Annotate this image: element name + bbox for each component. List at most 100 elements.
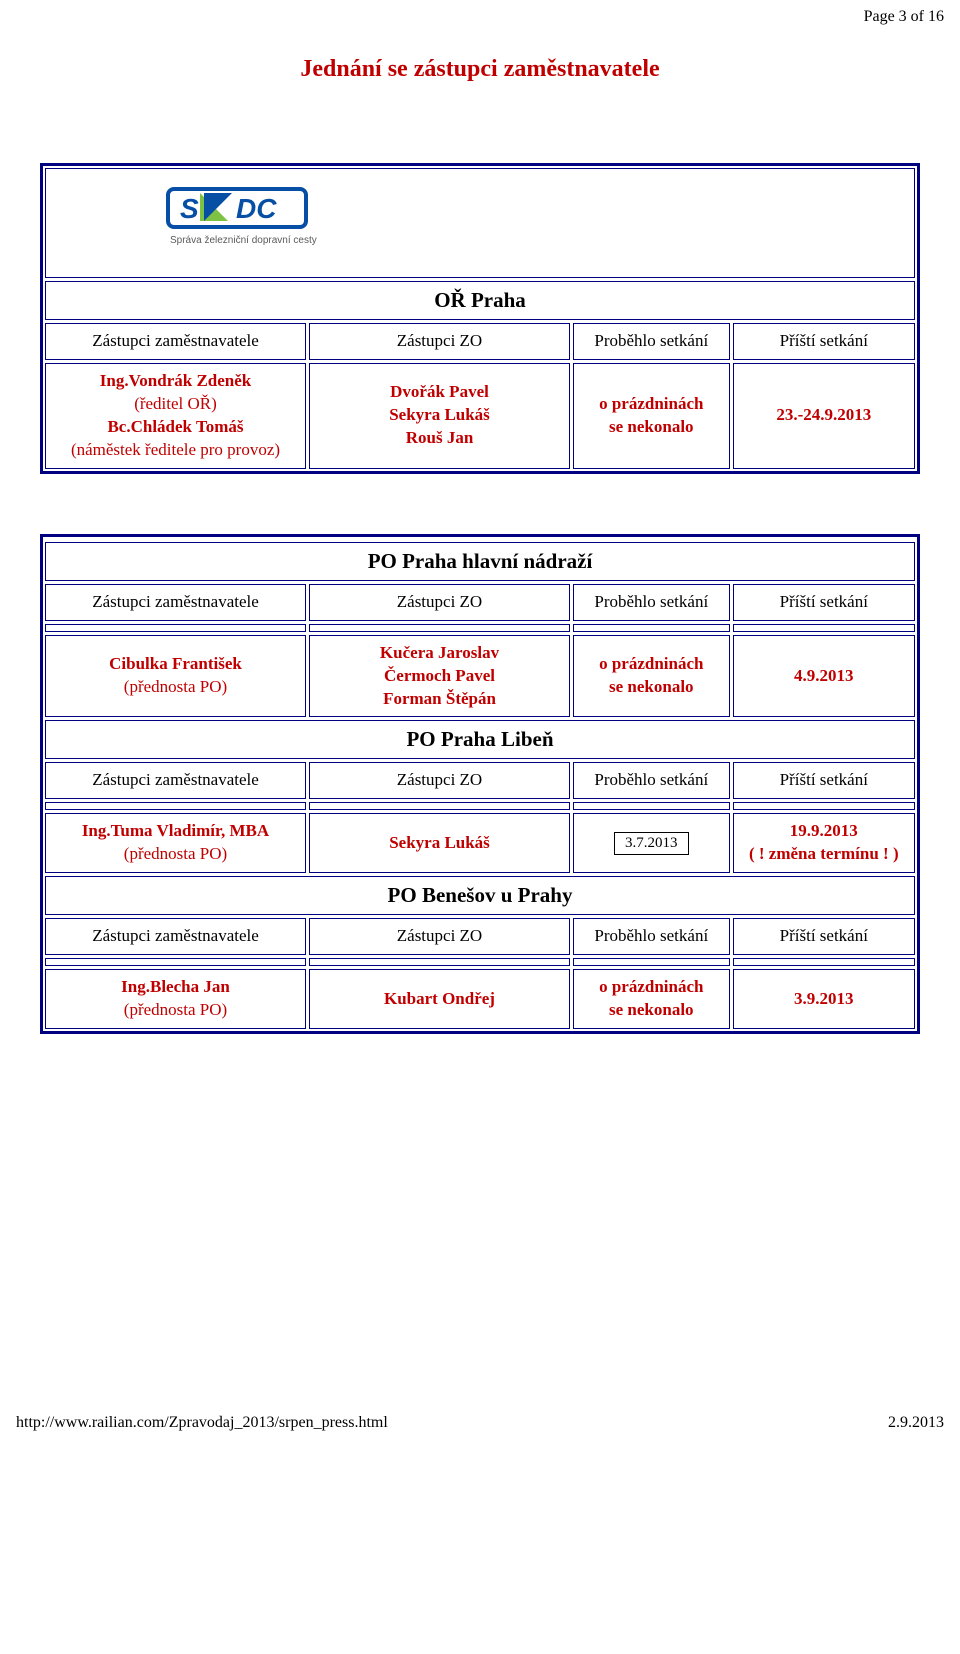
- header-row: Zástupci zaměstnavateleZástupci ZOProběh…: [45, 762, 915, 799]
- col-header: Příští setkání: [733, 584, 915, 621]
- block-or-praha: S DC Správa železniční dopravní cesty OŘ…: [40, 163, 920, 474]
- rep-line: (náměstek ředitele pro provoz): [71, 439, 280, 462]
- logo-row: S DC Správa železniční dopravní cesty: [45, 168, 915, 278]
- zo-line: Čermoch Pavel: [384, 665, 495, 688]
- section-title: Jednání se zástupci zaměstnavatele: [40, 56, 920, 83]
- section-heading: PO Praha Libeň: [45, 720, 915, 759]
- rep-line: Ing.Blecha Jan: [121, 976, 230, 999]
- header-row: Zástupci zaměstnavatele Zástupci ZO Prob…: [45, 323, 915, 360]
- next-line: 19.9.2013: [790, 820, 858, 843]
- next-cell: 19.9.2013( ! změna termínu ! ): [733, 813, 915, 873]
- spacer-cell: [733, 624, 915, 632]
- header-row: Zástupci zaměstnavateleZástupci ZOProběh…: [45, 584, 915, 621]
- ran-line: o prázdninách: [599, 653, 703, 676]
- col-header-ran: Proběhlo setkání: [573, 323, 730, 360]
- col-header: Zástupci zaměstnavatele: [45, 918, 306, 955]
- spacer-cell: [733, 958, 915, 966]
- page-header: Page 3 of 16: [0, 0, 960, 34]
- spacer-cell: [45, 624, 306, 632]
- ran-line: se nekonalo: [609, 676, 694, 699]
- col-header: Zástupci ZO: [309, 762, 570, 799]
- zo-line: Sekyra Lukáš: [389, 832, 490, 855]
- zo-line: Rouš Jan: [406, 427, 474, 450]
- ran-line: se nekonalo: [609, 416, 694, 439]
- svg-text:DC: DC: [236, 193, 277, 224]
- col-header-rep: Zástupci zaměstnavatele: [45, 323, 306, 360]
- data-row: Ing.Vondrák Zdeněk (ředitel OŘ) Bc.Chlád…: [45, 363, 915, 469]
- rep-cell: Ing.Vondrák Zdeněk (ředitel OŘ) Bc.Chlád…: [45, 363, 306, 469]
- rep-line: (přednosta PO): [124, 999, 227, 1022]
- col-header: Proběhlo setkání: [573, 918, 730, 955]
- next-cell: 3.9.2013: [733, 969, 915, 1029]
- col-header: Zástupci ZO: [309, 918, 570, 955]
- ran-cell: 3.7.2013: [573, 813, 730, 873]
- spacer-row: [45, 624, 915, 632]
- svg-text:S: S: [180, 193, 199, 224]
- ran-cell: o prázdnináchse nekonalo: [573, 969, 730, 1029]
- ran-boxed-date: 3.7.2013: [614, 832, 689, 855]
- logo-subtext: Správa železniční dopravní cesty: [170, 235, 317, 246]
- block-po-sections: PO Praha hlavní nádražíZástupci zaměstna…: [40, 534, 920, 1034]
- zo-line: Sekyra Lukáš: [389, 404, 490, 427]
- rep-line: Cibulka František: [109, 653, 242, 676]
- next-line: 4.9.2013: [794, 665, 854, 688]
- next-line: ( ! změna termínu ! ): [749, 843, 899, 866]
- spacer-cell: [309, 624, 570, 632]
- col-header: Proběhlo setkání: [573, 584, 730, 621]
- rep-line: Bc.Chládek Tomáš: [107, 416, 243, 439]
- szdc-logo: S DC Správa železniční dopravní cesty: [156, 181, 326, 266]
- ran-line: o prázdninách: [599, 393, 703, 416]
- ran-cell: o prázdninách se nekonalo: [573, 363, 730, 469]
- rep-cell: Ing.Blecha Jan(přednosta PO): [45, 969, 306, 1029]
- data-row: Ing.Tuma Vladimír, MBA(přednosta PO) Seky…: [45, 813, 915, 873]
- section-heading: PO Praha hlavní nádraží: [45, 542, 915, 581]
- zo-cell: Dvořák Pavel Sekyra Lukáš Rouš Jan: [309, 363, 570, 469]
- data-row: Cibulka František(přednosta PO)Kučera Ja…: [45, 635, 915, 718]
- col-header: Proběhlo setkání: [573, 762, 730, 799]
- col-header-next: Příští setkání: [733, 323, 915, 360]
- spacer-cell: [573, 802, 730, 810]
- zo-cell: Sekyra Lukáš: [309, 813, 570, 873]
- footer-date: 2.9.2013: [888, 1414, 944, 1432]
- rep-line: (ředitel OŘ): [134, 393, 217, 416]
- heading-or-praha: OŘ Praha: [45, 281, 915, 320]
- spacer-row: [45, 958, 915, 966]
- rep-cell: Ing.Tuma Vladimír, MBA(přednosta PO): [45, 813, 306, 873]
- spacer-cell: [45, 958, 306, 966]
- zo-line: Dvořák Pavel: [390, 381, 489, 404]
- col-header-zo: Zástupci ZO: [309, 323, 570, 360]
- spacer-cell: [573, 624, 730, 632]
- col-header: Příští setkání: [733, 918, 915, 955]
- col-header: Zástupci zaměstnavatele: [45, 584, 306, 621]
- zo-cell: Kubart Ondřej: [309, 969, 570, 1029]
- ran-cell: o prázdnináchse nekonalo: [573, 635, 730, 718]
- data-row: Ing.Blecha Jan(přednosta PO) Kubart Ondře…: [45, 969, 915, 1029]
- spacer-cell: [573, 958, 730, 966]
- footer-url: http://www.railian.com/Zpravodaj_2013/sr…: [16, 1414, 388, 1432]
- next-cell: 23.-24.9.2013: [733, 363, 915, 469]
- col-header: Příští setkání: [733, 762, 915, 799]
- ran-line: o prázdninách: [599, 976, 703, 999]
- spacer-cell: [733, 802, 915, 810]
- ran-line: se nekonalo: [609, 999, 694, 1022]
- col-header: Zástupci zaměstnavatele: [45, 762, 306, 799]
- zo-line: Forman Štěpán: [383, 688, 496, 711]
- spacer-cell: [309, 958, 570, 966]
- next-line: 23.-24.9.2013: [776, 404, 871, 427]
- header-row: Zástupci zaměstnavateleZástupci ZOProběh…: [45, 918, 915, 955]
- section-heading: PO Benešov u Prahy: [45, 876, 915, 915]
- zo-line: Kučera Jaroslav: [380, 642, 499, 665]
- next-cell: 4.9.2013: [733, 635, 915, 718]
- rep-line: Ing.Tuma Vladimír, MBA: [82, 820, 269, 843]
- zo-cell: Kučera JaroslavČermoch PavelForman Štěpá…: [309, 635, 570, 718]
- rep-line: (přednosta PO): [124, 843, 227, 866]
- zo-line: Kubart Ondřej: [384, 988, 495, 1011]
- spacer-cell: [309, 802, 570, 810]
- rep-cell: Cibulka František(přednosta PO): [45, 635, 306, 718]
- col-header: Zástupci ZO: [309, 584, 570, 621]
- spacer-cell: [45, 802, 306, 810]
- rep-line: (přednosta PO): [124, 676, 227, 699]
- spacer-row: [45, 802, 915, 810]
- next-line: 3.9.2013: [794, 988, 854, 1011]
- rep-line: Ing.Vondrák Zdeněk: [100, 370, 252, 393]
